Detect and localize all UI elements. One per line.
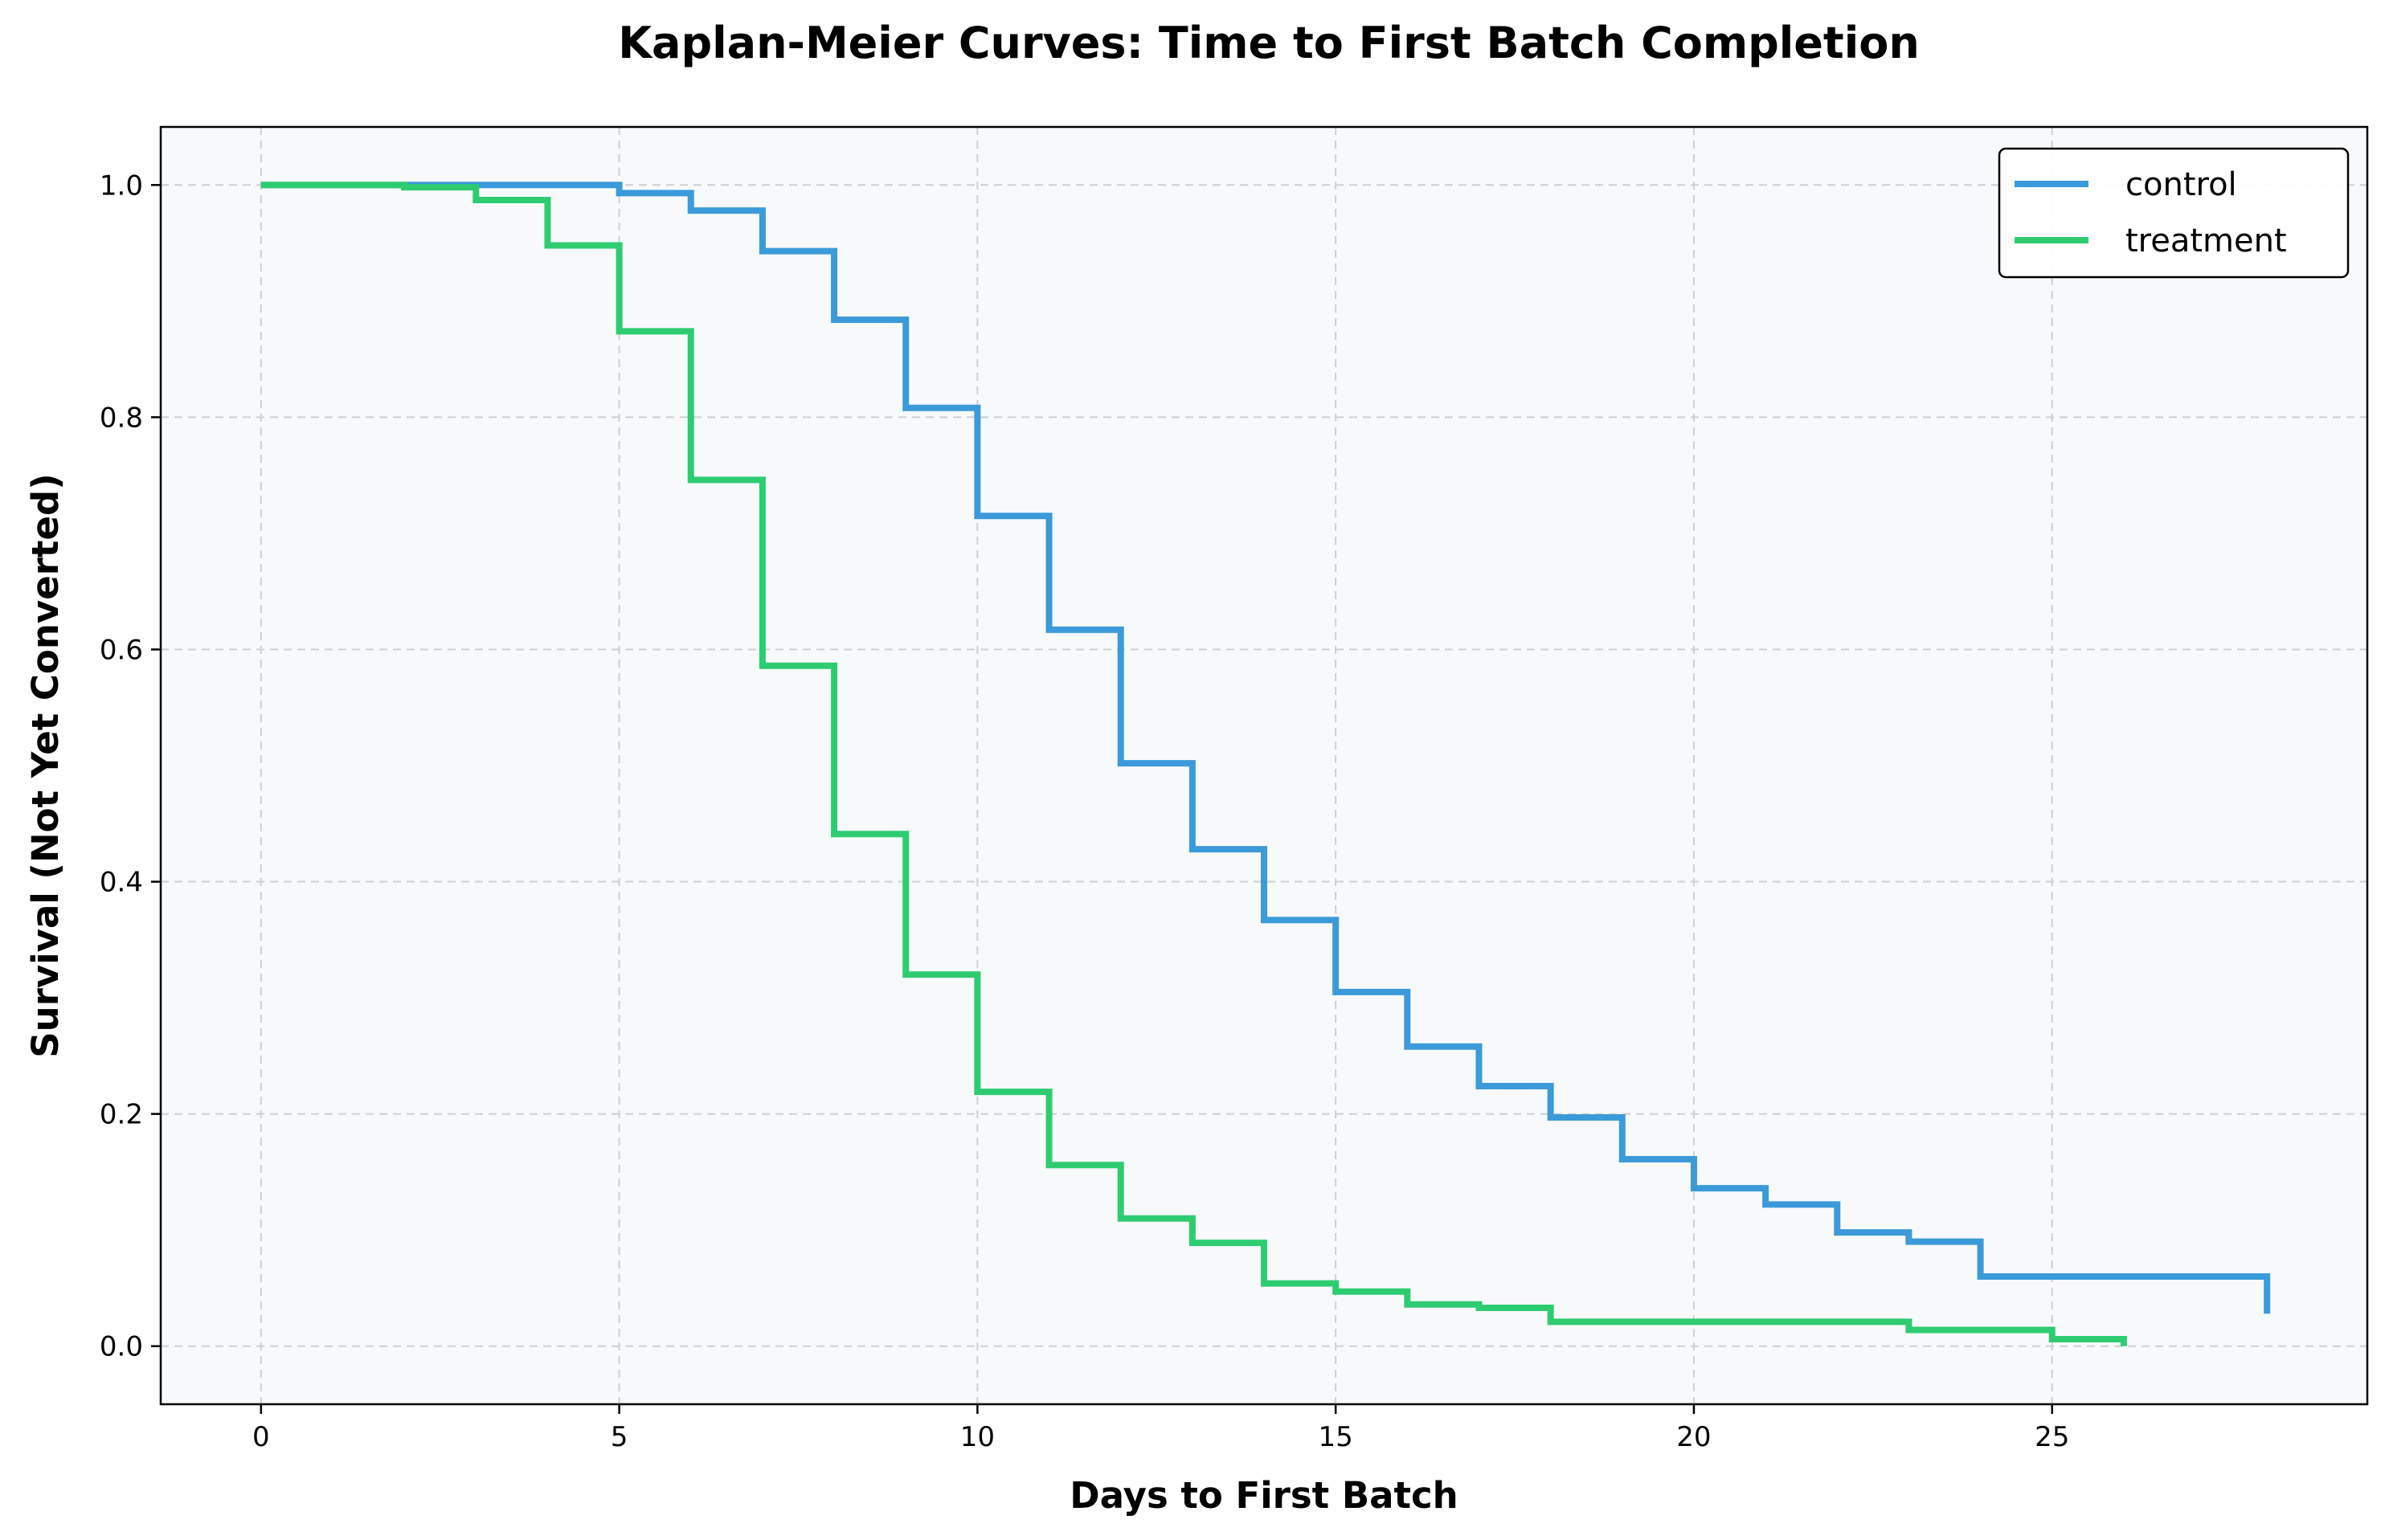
x-axis: 0 5 10 15 20 25: [252, 1404, 2069, 1453]
grid: [161, 127, 2367, 1404]
chart-title: Kaplan-Meier Curves: Time to First Batch…: [618, 18, 1920, 68]
y-tick-label: 0.4: [100, 867, 143, 899]
x-tick-label: 25: [2035, 1421, 2069, 1453]
plot-frame: [159, 125, 2369, 1406]
series-line-control: [260, 182, 2271, 1314]
plot-area: [161, 127, 2367, 1404]
legend-label-control: control: [2125, 166, 2237, 203]
x-axis-title: Days to First Batch: [1070, 1474, 1458, 1517]
y-axis-title: Survival (Not Yet Converted): [24, 473, 67, 1058]
y-tick-label: 0.0: [100, 1331, 143, 1363]
y-tick-label: 1.0: [100, 170, 143, 202]
x-tick-label: 15: [1319, 1421, 1353, 1453]
y-tick-label: 0.8: [100, 402, 143, 434]
y-axis: 0.0 0.2 0.4 0.6 0.8 1.0: [100, 170, 161, 1363]
series-line-treatment: [260, 182, 2127, 1346]
x-tick-label: 10: [960, 1421, 995, 1453]
x-tick-label: 20: [1676, 1421, 1711, 1453]
series-lines: [260, 182, 2271, 1346]
legend: control treatment: [1998, 147, 2350, 279]
y-tick-label: 0.2: [100, 1099, 143, 1131]
x-tick-label: 5: [611, 1421, 628, 1453]
x-tick-label: 0: [252, 1421, 270, 1453]
legend-label-treatment: treatment: [2125, 223, 2287, 259]
y-tick-label: 0.6: [100, 634, 143, 666]
